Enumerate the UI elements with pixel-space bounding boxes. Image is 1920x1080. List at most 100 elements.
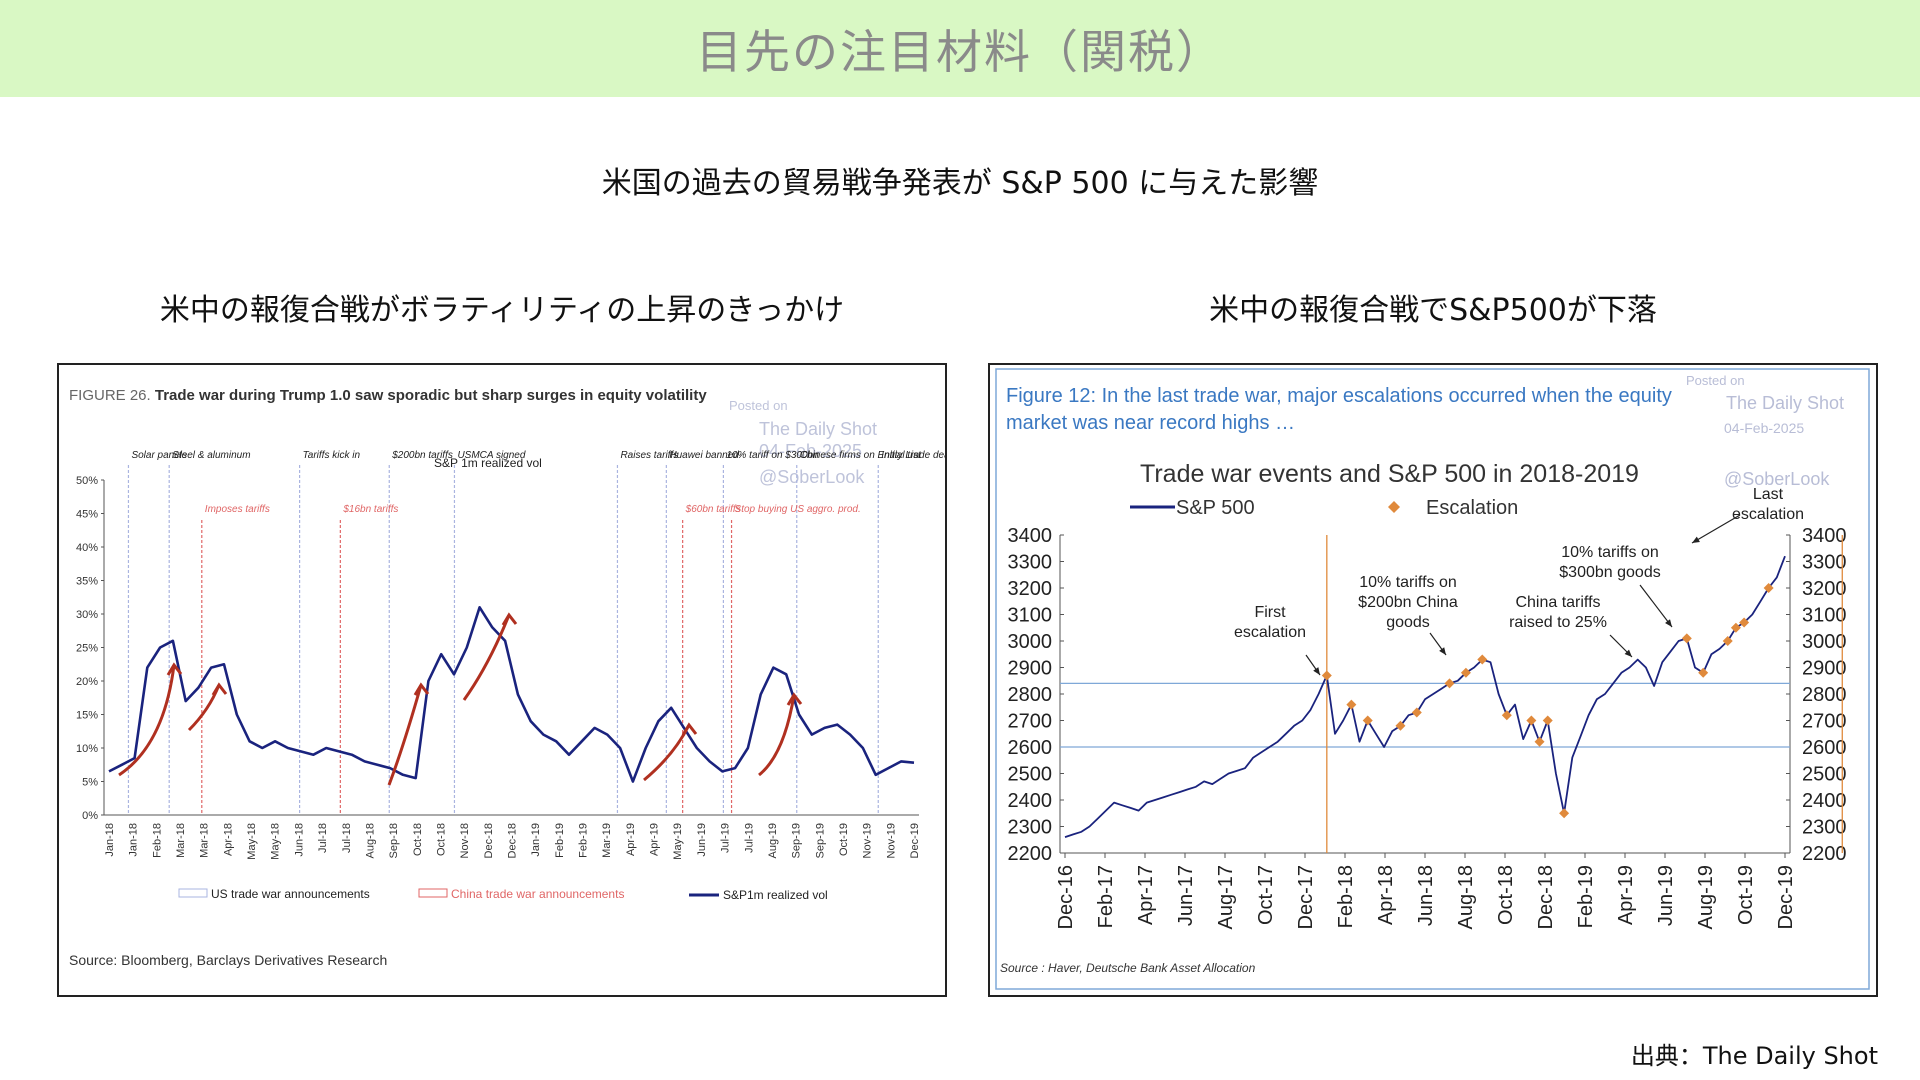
annotation-arrowhead bbox=[1665, 619, 1672, 627]
x-tick-label: Feb-18 bbox=[1335, 865, 1357, 928]
legend-sp500-label: S&P 500 bbox=[1176, 497, 1255, 519]
y-tick-label-left: 3400 bbox=[1008, 525, 1053, 547]
y-tick-label-left: 2200 bbox=[1008, 843, 1053, 865]
us-announcement-label: Steel & aluminum bbox=[172, 450, 250, 461]
y-tick-label-right: 3100 bbox=[1802, 605, 1847, 627]
annotation-arrowhead bbox=[1624, 649, 1632, 657]
annotation-line: raised to 25% bbox=[1509, 614, 1607, 631]
x-tick-label: Oct-19 bbox=[1735, 865, 1757, 925]
y-tick-label-left: 2400 bbox=[1008, 790, 1053, 812]
y-tick-label-right: 2700 bbox=[1802, 711, 1847, 733]
x-tick-label: Jan-18 bbox=[128, 823, 140, 857]
y-tick-label-right: 2500 bbox=[1802, 764, 1847, 786]
y-tick-label-left: 3100 bbox=[1008, 605, 1053, 627]
annotation-first-escalation: First escalation bbox=[1234, 604, 1306, 641]
escalation-marker bbox=[1534, 736, 1545, 747]
y-tick-label: 30% bbox=[76, 609, 98, 621]
x-tick-label: May-19 bbox=[672, 823, 684, 860]
source-note: Source : Haver, Deutsche Bank Asset Allo… bbox=[1000, 961, 1256, 975]
y-tick-label: 50% bbox=[76, 475, 98, 487]
trend-arrow bbox=[387, 684, 423, 786]
figure-title: FIGURE 26. Trade war during Trump 1.0 sa… bbox=[69, 387, 707, 404]
x-tick-label: Nov-19 bbox=[862, 823, 874, 858]
x-tick-label: Nov-19 bbox=[885, 823, 897, 858]
watermark-line: Posted on bbox=[1686, 373, 1745, 388]
escalation-marker bbox=[1698, 667, 1709, 678]
x-tick-label: Dec-19 bbox=[1775, 865, 1797, 929]
escalation-marker bbox=[1501, 710, 1512, 721]
trend-arrow bbox=[758, 694, 796, 777]
x-tick-label: Oct-18 bbox=[412, 823, 424, 856]
y-tick-label-right: 2400 bbox=[1802, 790, 1847, 812]
china-announcement-label: $16bn tariffs bbox=[342, 504, 398, 515]
volatility-chart-frame: FIGURE 26. Trade war during Trump 1.0 sa… bbox=[57, 363, 947, 997]
y-tick-label-left: 2800 bbox=[1008, 684, 1053, 706]
series-label: S&P 1m realized vol bbox=[434, 456, 542, 470]
x-tick-label: Jul-19 bbox=[720, 823, 732, 853]
escalation-marker bbox=[1722, 636, 1733, 646]
x-tick-label: Apr-19 bbox=[625, 823, 637, 856]
us-announcement-label: 10% tariff on $300bn bbox=[726, 450, 819, 461]
us-announcement-label: Initial trade deal bbox=[881, 450, 945, 461]
y-tick-label: 40% bbox=[76, 542, 98, 554]
x-tick-label: Feb-18 bbox=[151, 823, 163, 858]
annotation-line: goods bbox=[1386, 614, 1430, 631]
watermark-line: 04-Feb-2025 bbox=[1724, 420, 1804, 436]
y-tick-label-left: 2300 bbox=[1008, 817, 1053, 839]
x-tick-label: Jun-19 bbox=[1655, 865, 1677, 926]
annotation-line: Last bbox=[1753, 486, 1784, 503]
x-tick-label: Apr-19 bbox=[1615, 865, 1637, 925]
x-tick-label: Jun-17 bbox=[1175, 865, 1197, 926]
figure-caption: Figure 12: In the last trade war, major … bbox=[1006, 385, 1672, 434]
right-panel-title: 米中の報復合戦でS&P500が下落 bbox=[1209, 293, 1657, 328]
y-tick-label-right: 2300 bbox=[1802, 817, 1847, 839]
watermark-line: The Daily Shot bbox=[759, 419, 877, 439]
legend-us-label: US trade war announcements bbox=[211, 887, 370, 901]
banner-title: 目先の注目材料（関税） bbox=[696, 24, 1224, 79]
annotation-line: escalation bbox=[1234, 624, 1306, 641]
x-tick-label: Apr-19 bbox=[649, 823, 661, 856]
legend-china-label: China trade war announcements bbox=[451, 887, 624, 901]
figure-title-text: Trade war during Trump 1.0 saw sporadic … bbox=[155, 387, 707, 404]
y-tick-label-left: 2600 bbox=[1008, 737, 1053, 759]
sp500-chart: Figure 12: In the last trade war, major … bbox=[995, 368, 1870, 990]
legend-escalation-label: Escalation bbox=[1426, 497, 1518, 519]
y-tick-label: 5% bbox=[82, 777, 98, 789]
escalation-marker bbox=[1460, 667, 1471, 678]
escalation-marker bbox=[1362, 715, 1373, 726]
x-tick-label: Dec-17 bbox=[1295, 865, 1317, 929]
realized-vol-line bbox=[108, 606, 915, 783]
y-tick-label-right: 3200 bbox=[1802, 578, 1847, 600]
y-tick-label-left: 3300 bbox=[1008, 552, 1053, 574]
annotation-last-escalation: Last escalation bbox=[1732, 486, 1804, 523]
header-banner: 目先の注目材料（関税） bbox=[0, 0, 1920, 97]
y-tick-label: 15% bbox=[76, 710, 98, 722]
x-tick-label: Jun-19 bbox=[696, 823, 708, 857]
volatility-chart: FIGURE 26. Trade war during Trump 1.0 sa… bbox=[69, 387, 945, 968]
y-tick-label: 25% bbox=[76, 643, 98, 655]
annotation-300bn: 10% tariffs on $300bn goods bbox=[1559, 544, 1660, 581]
watermark-line: @SoberLook bbox=[1724, 469, 1830, 489]
x-tick-label: Mar-19 bbox=[601, 823, 613, 858]
annotation-arrow bbox=[1691, 514, 1741, 544]
source-credit: 出典：The Daily Shot bbox=[1630, 1042, 1878, 1070]
x-tick-label: Oct-18 bbox=[435, 823, 447, 856]
escalation-marker bbox=[1477, 654, 1488, 665]
x-tick-label: May-18 bbox=[270, 823, 282, 860]
x-tick-label: Aug-19 bbox=[767, 823, 779, 858]
watermark-line: @SoberLook bbox=[759, 467, 865, 487]
trend-arrow-head bbox=[501, 612, 518, 626]
china-announcement-label: Imposes tariffs bbox=[205, 504, 270, 515]
x-tick-label: Dec-18 bbox=[507, 823, 519, 858]
x-tick-label: May-18 bbox=[246, 823, 258, 860]
x-tick-label: Dec-19 bbox=[909, 823, 921, 858]
x-tick-label: Aug-18 bbox=[1455, 865, 1477, 930]
y-tick-label: 35% bbox=[76, 576, 98, 588]
trend-arrow-head bbox=[786, 692, 803, 706]
annotation-line: $200bn China bbox=[1358, 594, 1458, 611]
legend-escalation-marker bbox=[1388, 501, 1400, 513]
x-tick-label: Feb-19 bbox=[578, 823, 590, 858]
annotation-200bn: 10% tariffs on $200bn China goods bbox=[1358, 574, 1458, 631]
x-tick-label: Apr-17 bbox=[1135, 865, 1157, 925]
y-tick-label-right: 3300 bbox=[1802, 552, 1847, 574]
